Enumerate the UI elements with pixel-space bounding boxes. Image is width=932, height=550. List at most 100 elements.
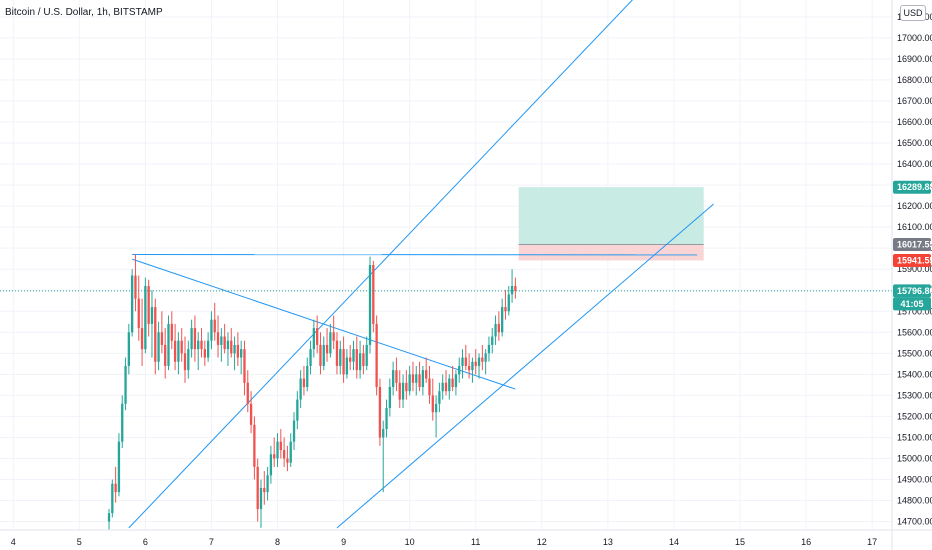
time-axis[interactable]: 4 5 6 7 8 9 10 11 12 13 14 15 16 17 xyxy=(11,537,877,547)
candle xyxy=(200,328,203,358)
candle-body xyxy=(391,370,395,387)
candle-body xyxy=(246,382,249,404)
candle xyxy=(464,344,467,371)
candle-body xyxy=(279,441,282,451)
candle-body xyxy=(273,454,276,459)
candle xyxy=(315,315,319,354)
x-tick-label: 11 xyxy=(471,537,480,547)
candle xyxy=(434,395,438,438)
candle xyxy=(140,298,144,366)
candle xyxy=(121,395,124,448)
candle-body xyxy=(461,357,464,366)
candle-body xyxy=(177,340,180,362)
candle-body xyxy=(388,386,391,409)
y-tick-label: 15000.00 xyxy=(897,453,932,463)
trendline-ascending-support[interactable] xyxy=(336,203,714,529)
position-tool[interactable] xyxy=(518,187,704,261)
chart-title: Bitcoin / U.S. Dollar, 1h, BITSTAMP xyxy=(5,7,163,18)
candle xyxy=(286,445,289,472)
y-tick-label: 16100.00 xyxy=(897,222,932,232)
y-tick-label: 16600.00 xyxy=(897,117,932,127)
candle-body xyxy=(292,420,296,442)
candle-body xyxy=(183,353,187,371)
trendlines[interactable] xyxy=(128,0,714,529)
candle-body xyxy=(491,336,494,345)
candle-body xyxy=(458,365,461,375)
candle-body xyxy=(378,386,382,438)
candle xyxy=(170,311,173,350)
price-badge-bg xyxy=(893,237,931,251)
candle-body xyxy=(213,319,216,333)
candle xyxy=(193,315,197,362)
candle xyxy=(144,277,147,354)
candle-body xyxy=(405,382,408,392)
candle xyxy=(150,290,154,358)
candle-body xyxy=(375,323,378,387)
candle-body xyxy=(401,382,405,400)
candle-body xyxy=(144,286,147,350)
candle-body xyxy=(325,344,329,354)
candle xyxy=(454,370,458,396)
candle xyxy=(296,391,299,430)
y-tick-label: 15700.00 xyxy=(897,306,932,316)
candle-body xyxy=(154,307,157,362)
candle-body xyxy=(358,353,362,371)
candle-body xyxy=(315,328,319,345)
trendline-descending-line[interactable] xyxy=(131,258,516,390)
candle-body xyxy=(187,349,190,371)
candle-body xyxy=(266,475,269,493)
y-tick-label: 14800.00 xyxy=(897,496,932,506)
candle xyxy=(444,370,448,396)
candle-body xyxy=(302,378,306,387)
trendline-channel-upper[interactable] xyxy=(128,0,634,529)
y-tick-label: 15400.00 xyxy=(897,369,932,379)
candle xyxy=(362,344,365,375)
candle xyxy=(240,340,243,375)
price-badge-label: 15941.55 xyxy=(897,255,932,265)
candle-body xyxy=(415,374,418,383)
candle xyxy=(111,479,114,518)
candle-body xyxy=(448,378,451,392)
y-tick-label: 15100.00 xyxy=(897,432,932,442)
candle xyxy=(292,412,296,451)
candle-body xyxy=(425,370,428,379)
candle xyxy=(391,361,395,396)
candle-body xyxy=(312,328,316,350)
candle xyxy=(253,416,256,480)
candle xyxy=(154,298,157,375)
candle-body xyxy=(484,353,487,362)
candle xyxy=(282,437,286,467)
candle xyxy=(481,344,484,371)
candle-body xyxy=(107,513,111,522)
candle xyxy=(243,340,246,396)
candle-body xyxy=(230,340,233,354)
candle-body xyxy=(286,458,289,463)
candle-body xyxy=(137,298,140,329)
candle xyxy=(246,370,249,413)
candle-body xyxy=(240,349,243,358)
candle xyxy=(273,437,276,467)
candle xyxy=(322,336,325,371)
x-tick-label: 12 xyxy=(537,537,547,547)
currency-button[interactable]: USD xyxy=(900,5,926,21)
candle xyxy=(226,332,230,366)
candle xyxy=(510,269,514,303)
stop-zone[interactable] xyxy=(518,244,704,261)
candle xyxy=(190,319,193,358)
y-tick-label: 16900.00 xyxy=(897,54,932,64)
y-tick-label: 16500.00 xyxy=(897,138,932,148)
candle-body xyxy=(190,328,193,350)
candle-body xyxy=(411,374,415,383)
candle-body xyxy=(494,323,497,337)
x-tick-label: 10 xyxy=(405,537,415,547)
y-tick-label: 16700.00 xyxy=(897,96,932,106)
y-tick-label: 16400.00 xyxy=(897,159,932,169)
countdown-bg xyxy=(893,297,931,311)
target-zone[interactable] xyxy=(518,187,704,245)
candle-body xyxy=(296,399,299,421)
candle xyxy=(124,357,127,411)
candle xyxy=(223,323,226,354)
candle-body xyxy=(200,340,203,350)
